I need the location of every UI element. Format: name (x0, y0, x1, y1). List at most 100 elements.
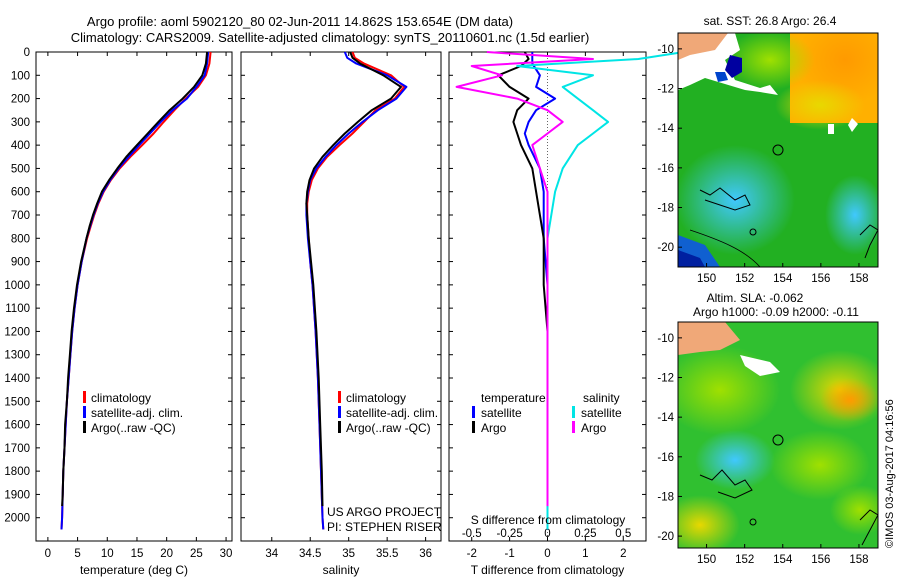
legend-label-t-satellite: satellite (481, 406, 522, 420)
y-tick-label: 400 (11, 140, 30, 152)
map-x-tick-label: 150 (697, 273, 716, 285)
map-y-tick-label: -12 (657, 84, 674, 96)
x-tick-label: 34.5 (299, 548, 321, 560)
y-tick-label: 1400 (4, 373, 30, 385)
y-tick-label: 200 (11, 94, 30, 106)
sst-map-title: sat. SST: 26.8 Argo: 26.4 (704, 14, 837, 28)
legend-label-s-argo: Argo (581, 421, 607, 435)
x-tick-label: 25 (190, 548, 203, 560)
y-tick-label: 1000 (4, 280, 30, 292)
series-line-s-argo (455, 51, 594, 507)
map-x-tick-label: 152 (735, 273, 754, 285)
series-line-argo-raw-qc- (61, 51, 209, 507)
y-tick-label: 1300 (4, 350, 30, 362)
y-tick-label: 2000 (4, 513, 30, 525)
x-tick-label: 34 (265, 548, 278, 560)
map-x-tick-label: 154 (773, 273, 793, 285)
map-y-tick-label: -14 (657, 412, 674, 424)
y-tick-label: 300 (11, 117, 30, 129)
map-x-tick-label: 156 (811, 273, 830, 285)
legend-swatch-satellite (83, 406, 86, 418)
plot-frame (35, 51, 233, 542)
y-tick-label: 1100 (5, 303, 30, 315)
legend-swatch-t-satellite (472, 406, 475, 418)
legend-swatch-argo (83, 421, 86, 433)
temperature-legend: climatology satellite-adj. clim. Argo(..… (83, 391, 183, 435)
sla-map-title-2: Argo h1000: -0.09 h2000: -0.11 (693, 305, 859, 319)
legend-label-t-argo: Argo (481, 421, 507, 435)
y-tick-label: 1800 (4, 466, 30, 478)
sst-map-axes: 150 152 154 156 158 -10 -12 -14 -16 -18 -20 (657, 44, 868, 285)
sla-map-title-1: Altim. SLA: -0.062 (707, 291, 804, 305)
s-tick-label: -0.5 (462, 528, 482, 540)
difference-legend: temperature satellite Argo salinity sate… (472, 391, 622, 435)
y-tick-label: 1200 (4, 326, 30, 338)
legend-label-argo: Argo(..raw -QC) (346, 421, 431, 435)
x-tick-label: 35 (342, 548, 355, 560)
sla-map (678, 322, 878, 548)
map-y-tick-label: -10 (657, 333, 674, 345)
project-annotation-2: PI: STEPHEN RISER (327, 520, 442, 534)
legend-label-climatology: climatology (346, 391, 406, 405)
map-y-tick-label: -18 (657, 203, 674, 215)
x-tick-label: 36 (419, 548, 432, 560)
header-line-2: Climatology: CARS2009. Satellite-adjuste… (71, 30, 590, 45)
legend-label-satellite: satellite-adj. clim. (346, 406, 438, 420)
x-tick-label: 1 (582, 548, 588, 560)
header-line-1: Argo profile: aoml 5902120_80 02-Jun-201… (87, 14, 513, 29)
y-tick-label: 800 (11, 233, 30, 245)
y-tick-label: 1600 (4, 420, 30, 432)
y-tick-label: 1900 (4, 489, 30, 501)
map-x-tick-label: 154 (773, 554, 793, 566)
sst-map (678, 33, 878, 267)
series-line-climatology (60, 51, 212, 530)
legend-swatch-t-argo (472, 421, 475, 433)
salinity-panel: 34 34.5 35 35.5 36 salinity (240, 51, 442, 577)
x-tick-label: -1 (504, 548, 514, 560)
project-annotation-1: US ARGO PROJECT (327, 505, 442, 519)
legend-label-climatology: climatology (91, 391, 151, 405)
legend-label-argo: Argo(..raw -QC) (91, 421, 176, 435)
map-y-tick-label: -18 (657, 491, 674, 503)
imos-credit: ©IMOS 03-Aug-2017 04:16:56 (884, 399, 896, 548)
map-y-tick-label: -14 (657, 123, 674, 135)
y-tick-label: 100 (11, 70, 30, 82)
series-line-satellite-adj-clim- (60, 51, 210, 530)
difference-panel: -2 -1 0 1 2-0.5 -0.25 0 0.25 0.5T difference fro… (448, 51, 685, 577)
legend-swatch-s-satellite (572, 406, 575, 418)
map-x-tick-label: 158 (849, 273, 868, 285)
series-line-t-argo (497, 51, 549, 507)
series-line-t-satellite (523, 52, 557, 530)
x-axis-label: salinity (323, 563, 360, 577)
salinity-legend: climatology satellite-adj. clim. Argo(..… (338, 391, 438, 435)
plot-frame (240, 51, 442, 542)
legend-title-temperature: temperature (481, 391, 546, 405)
series-line-argo-raw-qc- (305, 51, 402, 507)
legend-swatch-climatology (83, 391, 86, 403)
x-axis-label: temperature (deg C) (80, 563, 188, 577)
map-x-tick-label: 156 (811, 554, 830, 566)
x-tick-label: 5 (74, 548, 80, 560)
map-x-tick-label: 150 (697, 554, 716, 566)
y-tick-label: 700 (11, 210, 30, 222)
y-tick-label: 1500 (4, 396, 30, 408)
map-y-tick-label: -16 (657, 452, 674, 464)
map-y-tick-label: -20 (657, 531, 674, 543)
x-tick-label: 0 (45, 548, 51, 560)
legend-swatch-argo (338, 421, 341, 433)
y-tick-label: 600 (11, 187, 30, 199)
x-tick-label: -2 (467, 548, 477, 560)
x-tick-label: 35.5 (376, 548, 398, 560)
temperature-panel: 0100200300400500600700800900100011001200… (4, 47, 233, 577)
s-tick-label: -0.25 (497, 528, 523, 540)
sla-map-axes: 150 152 154 156 158 -10 -12 -14 -16 -18 -20 (657, 333, 868, 566)
y-tick-label: 500 (11, 163, 30, 175)
legend-label-s-satellite: satellite (581, 406, 622, 420)
map-y-tick-label: -10 (657, 44, 674, 56)
legend-swatch-satellite (338, 406, 341, 418)
legend-swatch-s-argo (572, 421, 575, 433)
s-difference-label: S difference from climatology (471, 513, 626, 527)
x-tick-label: 15 (131, 548, 144, 560)
map-y-tick-label: -16 (657, 163, 674, 175)
